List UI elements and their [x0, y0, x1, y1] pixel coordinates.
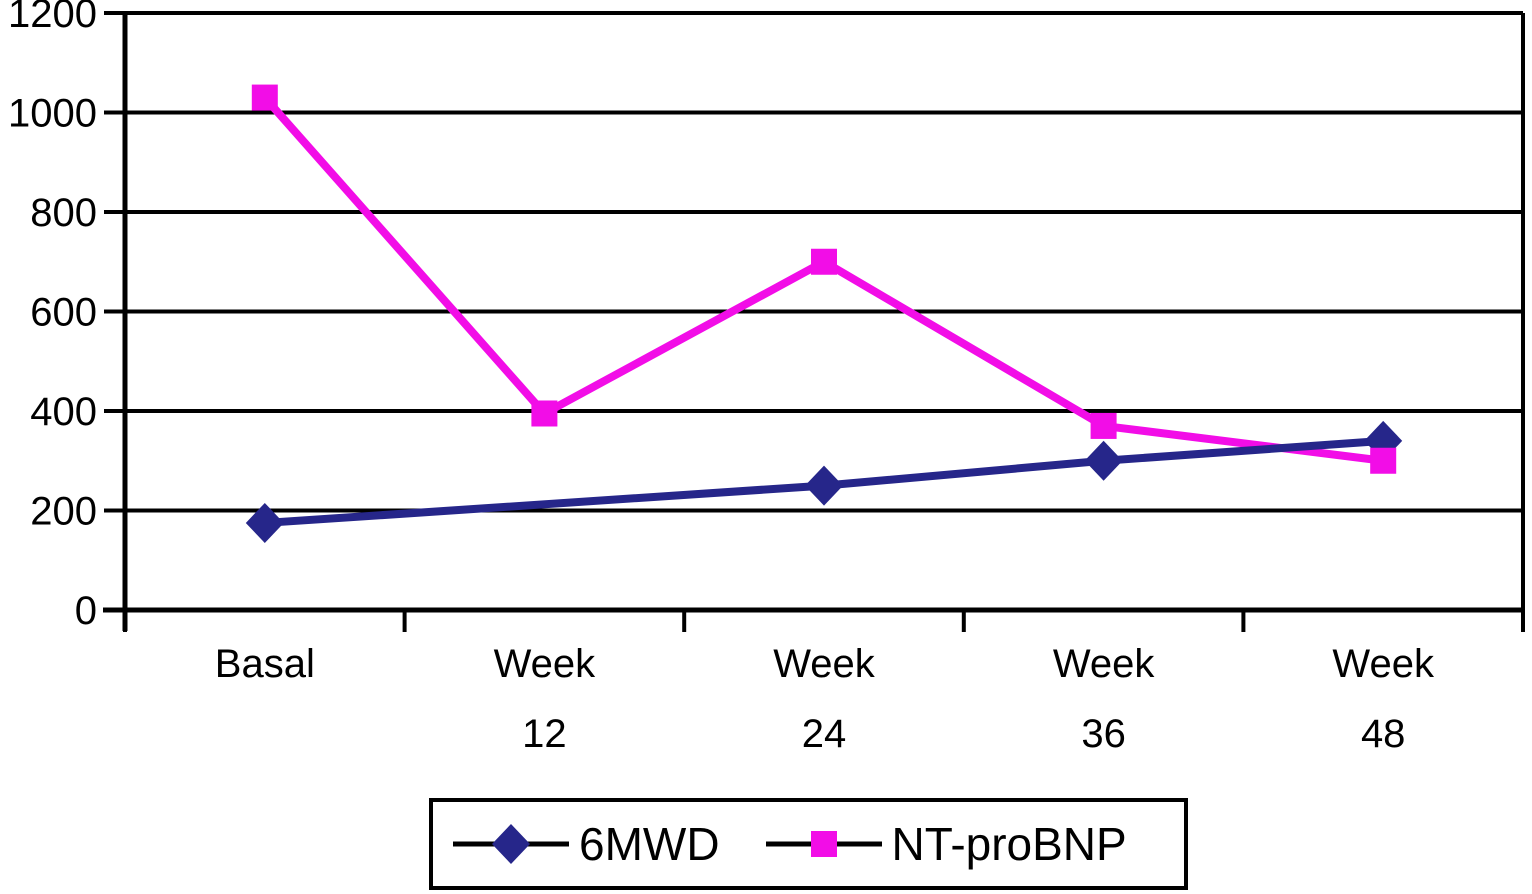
y-tick-label: 1200 [8, 0, 97, 36]
y-tick-label: 600 [30, 291, 97, 335]
x-category-label: Week 12 [494, 642, 597, 756]
y-tick-label: 1000 [8, 92, 97, 136]
marker-6mwd [805, 465, 843, 506]
series-line-nt-probnp [261, 94, 1384, 465]
marker-nt-probnp [1090, 412, 1117, 439]
x-category-label: Basal [215, 642, 315, 686]
marker-nt-probnp [531, 400, 558, 427]
y-tick-label: 800 [30, 191, 97, 235]
legend-label-nt-probnp: NT-proBNP [891, 818, 1127, 870]
legend-item-6mwd: 6MWD [453, 821, 720, 867]
legend-key-6mwd [453, 824, 569, 864]
x-category-label: Week 36 [1053, 642, 1156, 756]
marker-nt-probnp [811, 248, 837, 275]
legend-label-6mwd: 6MWD [579, 818, 720, 870]
x-category-label: Week 48 [1332, 642, 1435, 756]
marker-6mwd [245, 502, 284, 543]
square-marker-icon [810, 831, 837, 857]
series-line-6mwd [264, 436, 1384, 527]
diamond-marker-icon [492, 824, 530, 864]
y-tick-label: 200 [30, 490, 97, 534]
legend: 6MWD NT-proBNP [429, 798, 1188, 890]
marker-nt-probnp [251, 84, 278, 111]
y-tick-label: 0 [75, 589, 97, 633]
x-category-label: Week 24 [773, 642, 876, 756]
marker-nt-probnp [1370, 447, 1397, 474]
legend-key-nt-probnp [765, 831, 882, 857]
legend-item-nt-probnp: NT-proBNP [765, 818, 1127, 870]
y-tick-label: 400 [30, 390, 97, 434]
marker-6mwd [1084, 440, 1123, 481]
